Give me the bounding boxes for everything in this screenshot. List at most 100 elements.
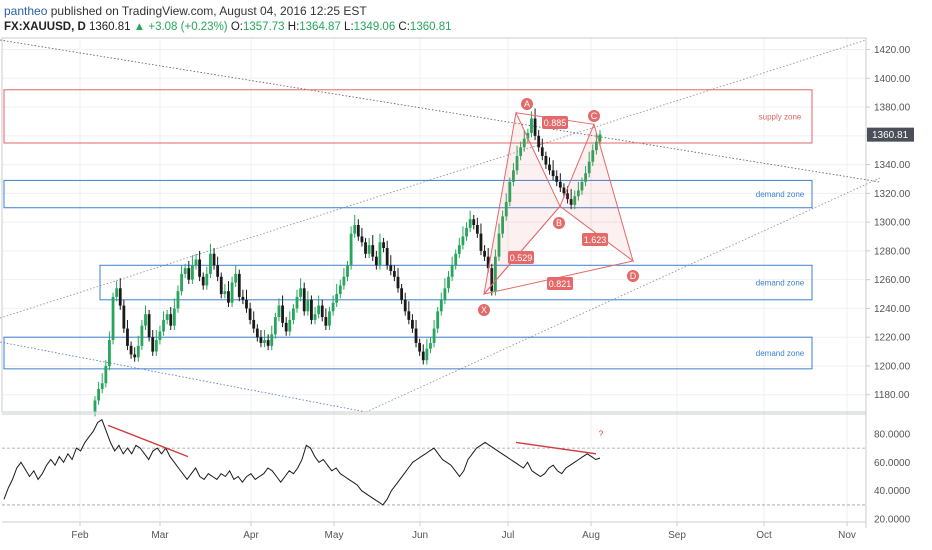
candle-body	[252, 319, 256, 329]
candle-body	[418, 342, 422, 352]
y-tick-label: 1340.00	[874, 160, 911, 171]
candle-body	[591, 150, 595, 162]
author-link[interactable]: pantheo	[4, 4, 48, 18]
candle-body	[389, 265, 393, 272]
candle-body	[263, 340, 266, 343]
candle-body	[183, 268, 187, 274]
ratio-label: 0.529	[510, 253, 533, 263]
harmonic-pattern: 0.885 0.529 1.623 0.821 A B C D X	[478, 98, 639, 316]
x-tick-label: Jul	[502, 530, 515, 541]
y-tick-label: 1380.00	[874, 103, 911, 114]
candle-body	[356, 225, 360, 237]
low-label: L:	[344, 21, 354, 33]
point-label: X	[481, 305, 487, 315]
annotation-mark: ?	[599, 430, 604, 439]
candle-body	[144, 314, 147, 326]
candle-body	[522, 138, 526, 148]
last-price-badge	[867, 127, 914, 142]
candle-body	[457, 245, 461, 254]
y-tick-label: 1180.00	[874, 390, 910, 401]
candle-body	[324, 317, 328, 326]
candle-body	[436, 311, 440, 329]
candle-body	[515, 155, 519, 171]
y-tick-label: 1240.00	[874, 304, 911, 315]
candle-body	[180, 273, 183, 292]
trend-line	[0, 39, 867, 319]
candle-body	[501, 216, 505, 234]
trend-line	[0, 341, 367, 413]
candle-body	[403, 299, 407, 312]
x-tick-label: Sep	[668, 530, 686, 541]
publish-info: pantheo published on TradingView.com, Au…	[4, 4, 367, 18]
candle-body	[385, 248, 389, 266]
candle-body	[133, 354, 137, 358]
candle-body	[490, 268, 494, 292]
last-price-label: 1360.81	[872, 130, 909, 141]
published-text: published on TradingView.com, August 04,…	[50, 4, 367, 18]
candle-body	[176, 291, 180, 309]
ratio-badge	[542, 116, 568, 129]
low-value: 1349.06	[353, 21, 396, 33]
candle-body	[512, 170, 515, 182]
candle-body	[259, 337, 263, 343]
candle-body	[400, 288, 404, 300]
candle-body	[122, 305, 126, 329]
candle-body	[212, 253, 216, 266]
candle-body	[165, 314, 169, 320]
candle-body	[454, 253, 458, 266]
candle-body	[111, 296, 115, 341]
ratio-label: 0.821	[549, 279, 572, 289]
candle-body	[245, 299, 248, 309]
point-badge	[553, 217, 565, 229]
close-value: 1360.81	[409, 21, 452, 33]
candle-body	[115, 288, 119, 297]
candle-body	[104, 365, 108, 384]
candle-body	[594, 141, 598, 151]
candle-body	[187, 268, 191, 280]
candle-body	[346, 265, 349, 277]
zone-label: demand zone	[756, 279, 805, 288]
candles	[93, 108, 602, 417]
candle-body	[234, 273, 238, 283]
candle-body	[562, 187, 566, 194]
y-tick-label: 1320.00	[874, 189, 911, 200]
high-value: 1364.87	[299, 21, 341, 33]
open-value: 1357.73	[242, 21, 285, 33]
candle-body	[392, 271, 396, 277]
candle-body	[479, 233, 483, 251]
candle-body	[317, 305, 321, 315]
zone-box	[3, 179, 813, 209]
divergence-line	[107, 424, 189, 458]
x-tick-label: Oct	[756, 530, 772, 541]
x-tick-label: Mar	[151, 530, 169, 541]
candle-body	[544, 155, 548, 165]
x-tick-label: Nov	[838, 530, 856, 541]
candle-body	[277, 305, 281, 318]
candle-body	[573, 196, 577, 205]
up-arrow-icon: ▲	[133, 21, 146, 33]
candle-body	[540, 147, 544, 156]
candle-body	[364, 242, 367, 254]
point-badge	[478, 304, 490, 316]
oscillator-pane: ?	[2, 418, 866, 506]
candle-body	[425, 348, 429, 361]
trend-line	[0, 39, 881, 183]
candle-body	[486, 256, 490, 269]
candle-body	[223, 291, 227, 295]
candle-body	[158, 331, 162, 341]
candle-body	[241, 296, 245, 300]
candle-body	[519, 147, 523, 156]
symbol-label: FX:XAUUSD, D	[4, 21, 86, 33]
candle-body	[475, 225, 479, 234]
candle-body	[118, 288, 122, 306]
ratio-label: 0.885	[544, 118, 567, 128]
y-tick-label: 1260.00	[874, 275, 911, 286]
pattern-diagonal	[483, 205, 561, 295]
candle-body	[248, 308, 252, 320]
divergence-line	[515, 441, 597, 455]
axes: 1420.001400.001380.001360.001340.001320.…	[1, 37, 914, 541]
ratio-badge	[582, 233, 608, 246]
y-tick-label: 1220.00	[874, 333, 911, 344]
candle-body	[374, 256, 378, 266]
